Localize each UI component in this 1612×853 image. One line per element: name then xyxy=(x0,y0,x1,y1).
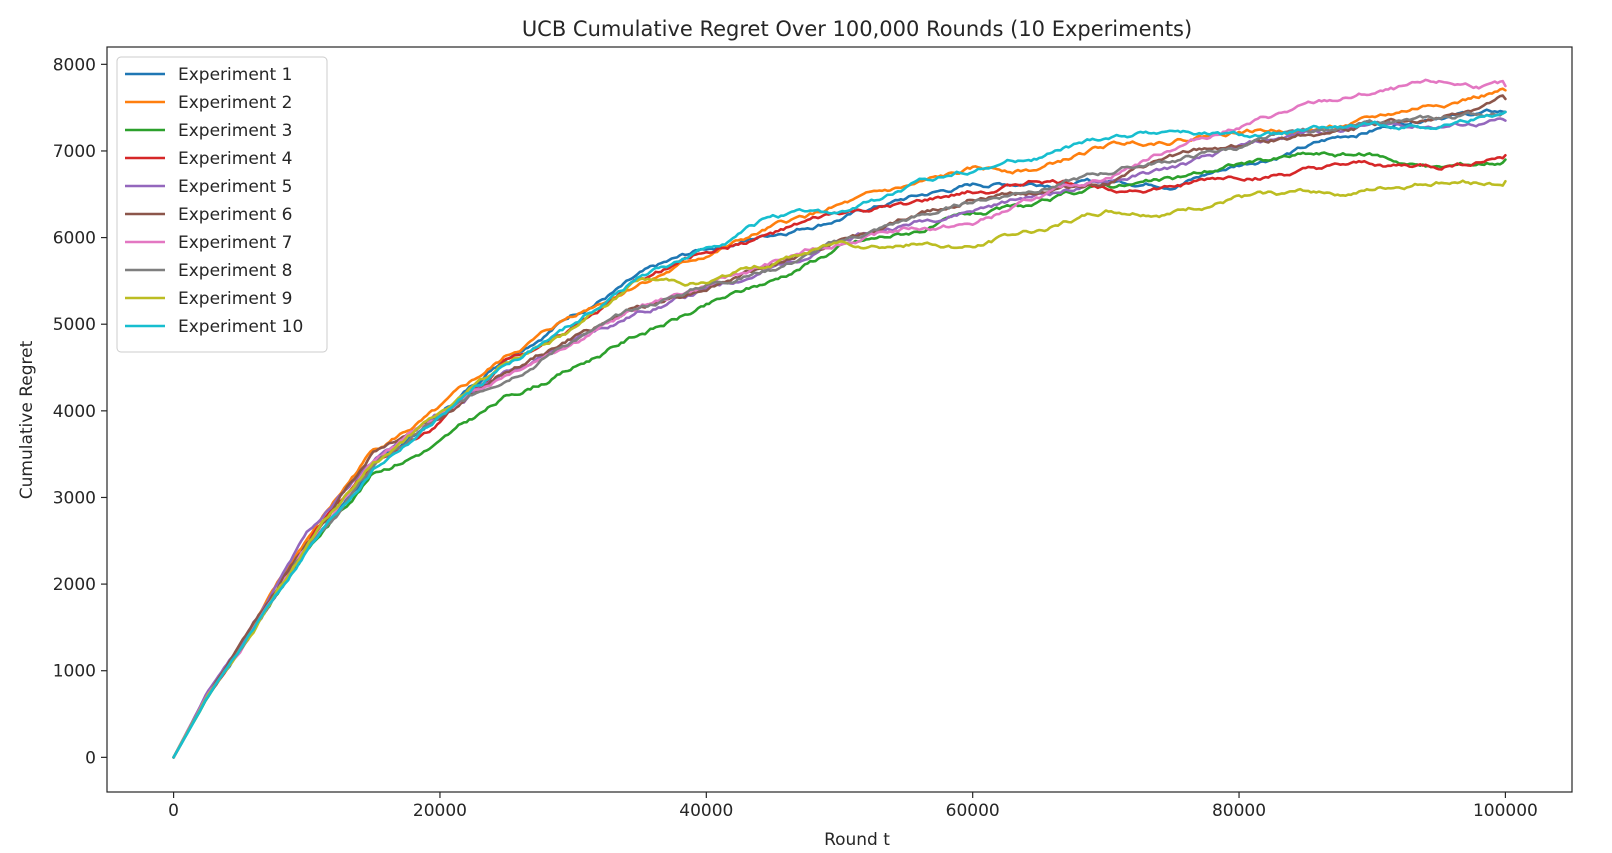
series-line-9 xyxy=(172,179,1507,759)
chart-title: UCB Cumulative Regret Over 100,000 Round… xyxy=(522,17,1192,41)
legend: Experiment 1 Experiment 2 Experiment 3 Expe… xyxy=(116,56,328,353)
y-tick-label: 6000 xyxy=(53,229,96,249)
y-axis: 0 1000 2000 3000 4000 5000 6000 7000 8000 xyxy=(53,55,107,768)
plot-frame xyxy=(106,46,1573,793)
y-tick-label: 2000 xyxy=(53,575,96,595)
legend-label-1: Experiment 1 xyxy=(178,65,292,85)
x-axis-label: Round t xyxy=(824,830,890,850)
x-tick-label: 0 xyxy=(168,801,179,821)
legend-label-3: Experiment 3 xyxy=(178,121,292,141)
x-tick-label: 40000 xyxy=(679,801,733,821)
y-tick-label: 1000 xyxy=(53,662,96,682)
legend-box xyxy=(116,56,328,353)
y-tick-label: 8000 xyxy=(53,55,96,75)
legend-items: Experiment 1 Experiment 2 Experiment 3 Expe… xyxy=(125,65,303,337)
y-tick-label: 0 xyxy=(85,748,96,768)
x-tick-label: 80000 xyxy=(1212,801,1266,821)
x-tick-label: 100000 xyxy=(1473,801,1538,821)
legend-label-2: Experiment 2 xyxy=(178,93,292,113)
x-tick-label: 20000 xyxy=(413,801,467,821)
y-tick-label: 4000 xyxy=(53,402,96,422)
plot-area xyxy=(106,46,1573,793)
legend-label-5: Experiment 5 xyxy=(178,177,292,197)
y-tick-label: 3000 xyxy=(53,488,96,508)
x-tick-label: 60000 xyxy=(946,801,1000,821)
legend-label-9: Experiment 9 xyxy=(178,289,292,309)
x-axis: 0 20000 40000 60000 80000 100000 xyxy=(168,792,1538,821)
y-tick-label: 5000 xyxy=(53,315,96,335)
series-line-6 xyxy=(172,94,1507,759)
series-line-10 xyxy=(172,110,1507,759)
legend-label-10: Experiment 10 xyxy=(178,317,303,337)
legend-label-8: Experiment 8 xyxy=(178,261,292,281)
legend-label-6: Experiment 6 xyxy=(178,205,292,225)
y-tick-label: 7000 xyxy=(53,142,96,162)
y-axis-label: Cumulative Regret xyxy=(17,340,37,499)
series-layer xyxy=(172,78,1507,759)
legend-label-7: Experiment 7 xyxy=(178,233,292,253)
legend-label-4: Experiment 4 xyxy=(178,149,292,169)
